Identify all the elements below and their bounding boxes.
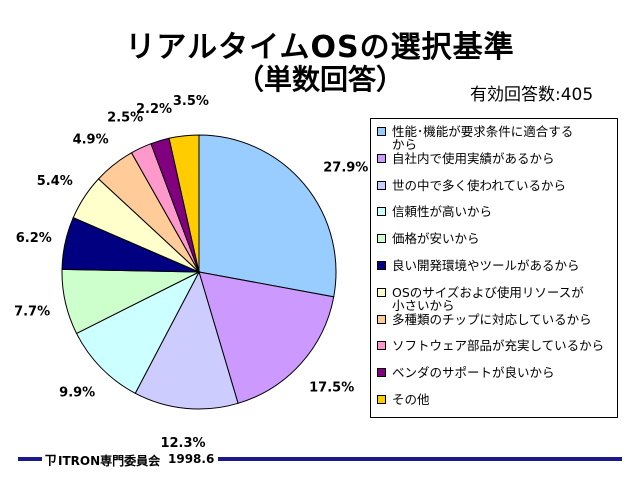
footer: ㄗ ITRON専門委員会 1998.6 [0, 448, 640, 472]
pie-slice [75, 270, 201, 394]
legend-swatch [377, 341, 386, 351]
pie-slice [198, 134, 337, 298]
legend-label: 自社内で使用実績があるから [392, 150, 555, 166]
footer-rule-left [18, 457, 42, 461]
legend-label: ベンダのサポートが良いから [392, 365, 555, 381]
legend-swatch [377, 153, 386, 163]
slice-value-label: 3.5% [173, 94, 209, 109]
slice-value-label: 9.9% [59, 386, 95, 401]
legend-label: その他 [392, 392, 430, 407]
slice-value-label: 4.9% [73, 133, 109, 148]
legend-label: 世の中で多く使われているから [392, 177, 567, 193]
legend-label: 多種類のチップに対応しているから [392, 311, 592, 327]
slice-value-label: 17.5% [309, 380, 354, 395]
slice-value-label: 27.9% [323, 160, 368, 175]
legend-swatch [377, 395, 386, 404]
footer-date: 1998.6 [168, 452, 215, 466]
legend-label: 信頼性が高いから [392, 204, 493, 220]
slice-value-label: 2.2% [136, 102, 172, 117]
slice-value-label: 2.5% [107, 111, 143, 126]
footer-organization: ITRON専門委員会 [58, 454, 161, 468]
itron-logo-icon: ㄗ [44, 454, 58, 469]
pie-slice [198, 271, 335, 404]
slice-value-label: 5.4% [37, 174, 73, 189]
legend-swatch [377, 207, 386, 217]
chart-title: リアルタイムOSの選択基準 [125, 30, 515, 65]
pie-slice [168, 134, 200, 273]
respondent-count: 有効回答数:405 [470, 85, 594, 105]
legend-swatch [377, 368, 386, 378]
footer-rule-right [218, 457, 622, 461]
legend-swatch [377, 314, 386, 324]
chart-legend: 性能･機能が要求条件に適合する から 自社内で使用実績があるから 世の中で多く使われて… [370, 118, 618, 418]
slice-value-label: 6.2% [16, 231, 52, 246]
legend-swatch [377, 261, 386, 270]
legend-label: 性能･機能が要求条件に適合する から [392, 124, 574, 152]
legend-swatch [377, 180, 386, 190]
legend-swatch [377, 234, 386, 244]
legend-label: ソフトウェア部品が充実しているから [392, 338, 605, 354]
slice-value-label: 7.7% [14, 305, 50, 320]
legend-swatch [377, 127, 386, 136]
legend-label: 価格が安いから [392, 231, 480, 247]
chart-subtitle: （単数回答） [235, 63, 404, 96]
pie-slice [134, 270, 239, 410]
legend-label: OSのサイズおよび使用リソースが 小さいから [392, 284, 584, 313]
legend-swatch [377, 287, 386, 297]
legend-label: 良い開発環境やツールがあるから [392, 258, 580, 273]
slice-value-label: 12.3% [160, 436, 205, 451]
